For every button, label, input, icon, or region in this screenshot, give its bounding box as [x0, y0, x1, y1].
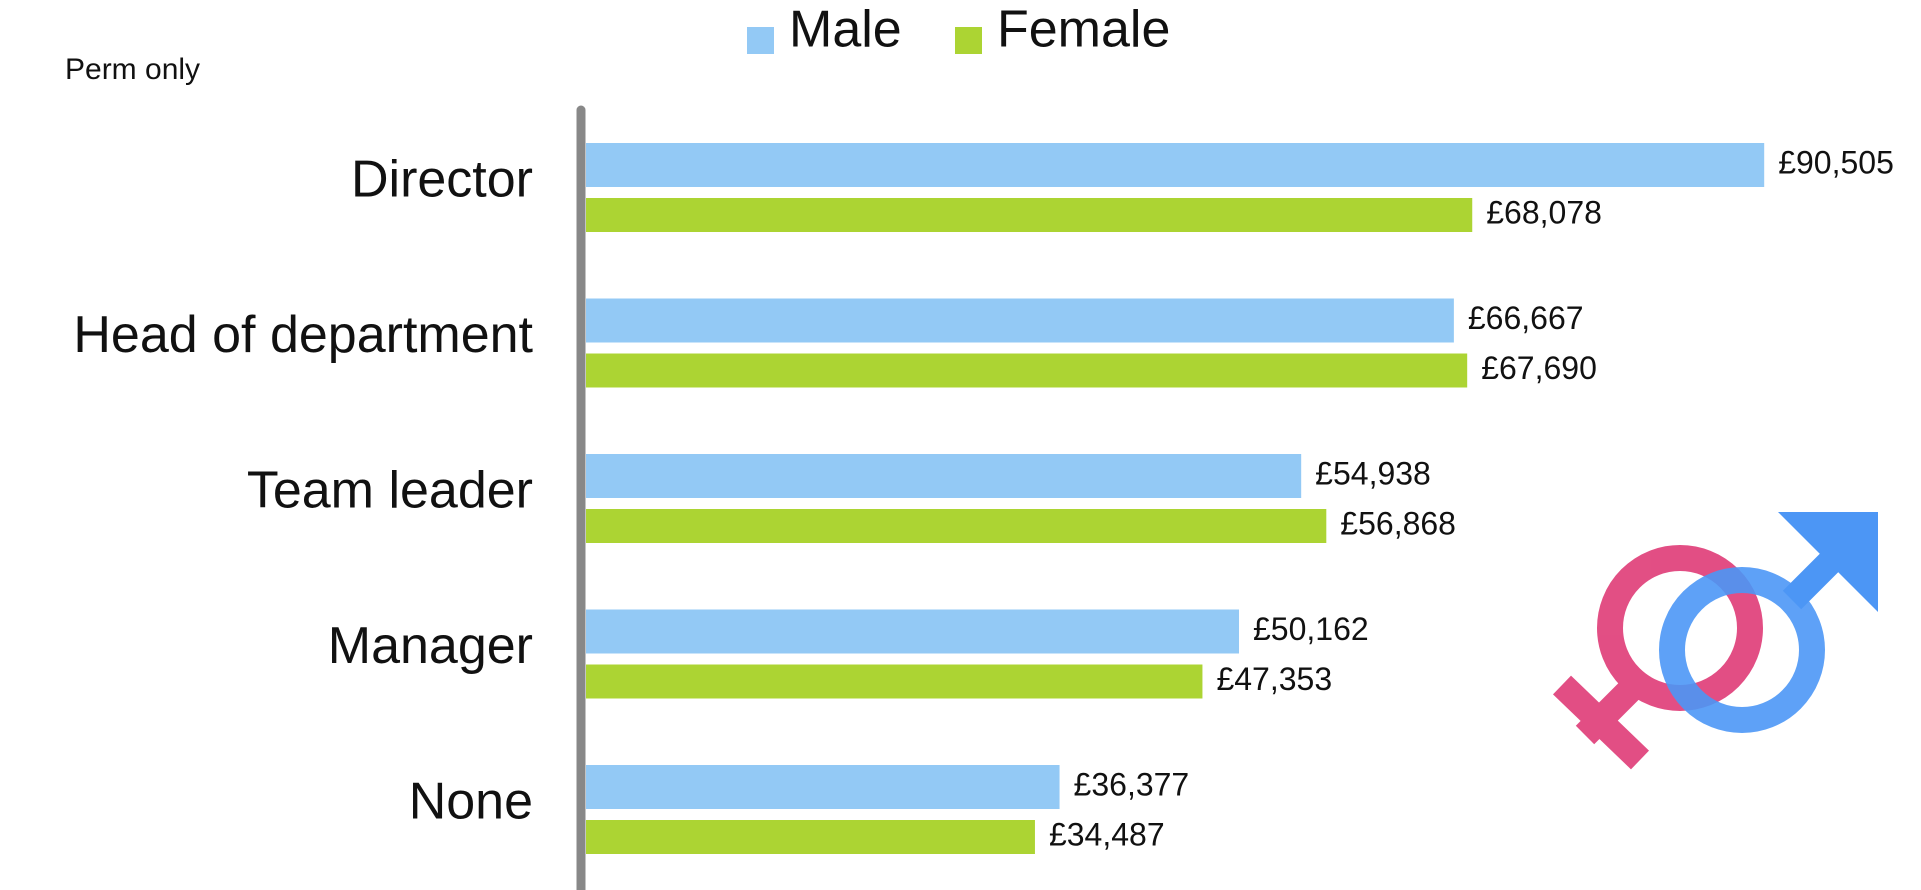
bar — [586, 353, 1468, 388]
bar — [586, 664, 1203, 699]
category-label: Manager — [328, 617, 533, 675]
value-label: £47,353 — [1216, 661, 1332, 697]
value-label: £36,377 — [1074, 766, 1190, 802]
bar — [586, 143, 1765, 187]
legend-swatch — [955, 27, 982, 54]
category-label: Team leader — [247, 462, 533, 520]
value-label: £54,938 — [1315, 455, 1431, 491]
value-label: £56,868 — [1340, 505, 1456, 541]
category-label: Director — [351, 151, 533, 209]
bar — [586, 509, 1327, 543]
bar — [586, 298, 1454, 343]
value-label: £67,690 — [1481, 350, 1597, 386]
bar — [586, 198, 1473, 232]
value-label: £90,505 — [1778, 144, 1894, 180]
subtitle: Perm only — [65, 53, 200, 86]
legend-swatch — [747, 27, 774, 54]
category-label: None — [409, 773, 533, 831]
value-label: £68,078 — [1486, 194, 1602, 230]
value-label: £50,162 — [1253, 611, 1369, 647]
category-label: Head of department — [73, 306, 533, 364]
bar — [586, 454, 1302, 498]
bar — [586, 820, 1035, 854]
value-label: £34,487 — [1049, 816, 1165, 852]
value-label: £66,667 — [1468, 300, 1584, 336]
bar — [586, 609, 1240, 654]
gender-icon — [1552, 512, 1878, 770]
bar — [586, 765, 1060, 809]
legend-label: Male — [789, 1, 902, 59]
legend-label: Female — [997, 1, 1170, 59]
